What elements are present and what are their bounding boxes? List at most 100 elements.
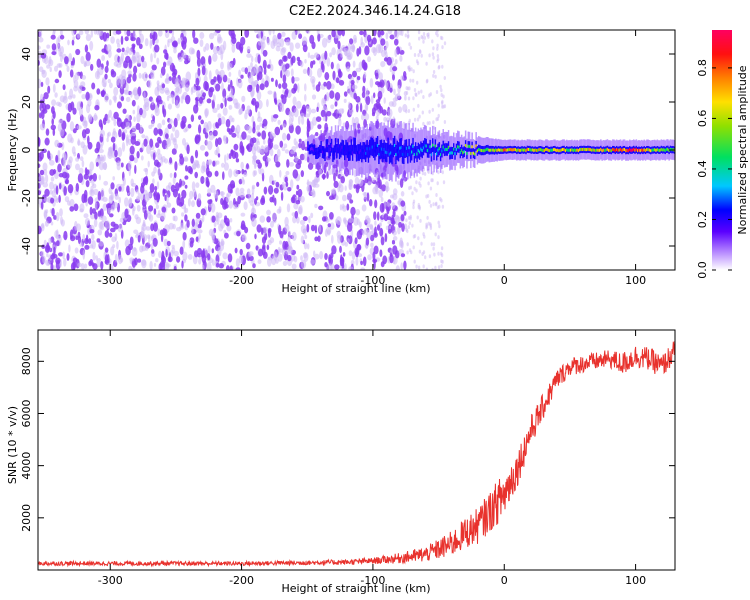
noise-speckle <box>66 65 70 72</box>
noise-speckle <box>415 264 418 269</box>
signal-core <box>606 147 609 151</box>
signal-core <box>548 149 551 153</box>
noise-speckle <box>246 46 251 53</box>
noise-speckle <box>431 39 434 44</box>
noise-speckle <box>383 213 389 222</box>
noise-speckle <box>251 184 256 190</box>
noise-speckle <box>198 258 202 265</box>
noise-speckle <box>227 78 231 84</box>
noise-speckle <box>438 204 441 209</box>
noise-speckle <box>427 221 430 226</box>
signal-core <box>428 149 430 153</box>
noise-speckle <box>284 224 290 233</box>
signal-core <box>466 152 468 155</box>
signal-core <box>307 144 309 148</box>
noise-speckle <box>82 234 86 242</box>
noise-speckle <box>256 181 260 187</box>
y-tick-label: -20 <box>20 189 33 207</box>
noise-speckle <box>344 242 348 247</box>
noise-speckle <box>83 213 89 219</box>
noise-speckle <box>287 230 291 236</box>
noise-speckle <box>38 55 41 60</box>
noise-speckle <box>144 175 149 186</box>
noise-speckle <box>90 30 94 38</box>
noise-speckle <box>432 242 436 247</box>
noise-speckle <box>246 144 250 151</box>
x-tick-label: 0 <box>501 274 508 287</box>
noise-speckle <box>306 243 310 250</box>
noise-speckle <box>124 89 130 96</box>
noise-speckle <box>72 36 75 41</box>
noise-speckle <box>266 99 269 108</box>
noise-speckle <box>377 90 383 100</box>
noise-speckle <box>79 208 84 213</box>
signal-core <box>542 149 544 152</box>
noise-speckle <box>249 200 254 206</box>
noise-speckle <box>365 103 368 112</box>
noise-speckle <box>212 130 218 137</box>
noise-speckle <box>397 226 401 235</box>
chart-title: C2E2.2024.346.14.24.G18 <box>289 4 461 19</box>
noise-speckle <box>290 68 294 77</box>
noise-speckle <box>167 56 173 66</box>
noise-speckle <box>281 248 286 256</box>
noise-speckle <box>222 171 225 181</box>
signal-core <box>669 147 672 151</box>
noise-speckle <box>292 96 297 106</box>
noise-speckle <box>241 235 247 242</box>
noise-speckle <box>143 91 146 102</box>
signal-core <box>380 147 383 151</box>
noise-speckle <box>380 236 385 246</box>
noise-speckle <box>207 140 213 151</box>
noise-speckle <box>437 220 440 225</box>
noise-speckle <box>316 30 320 35</box>
noise-speckle <box>431 52 435 57</box>
signal-core <box>605 148 607 152</box>
noise-speckle <box>104 73 108 80</box>
noise-speckle <box>144 193 150 203</box>
signal-core <box>353 144 355 148</box>
noise-speckle <box>379 227 384 237</box>
noise-speckle <box>64 154 67 163</box>
noise-speckle <box>347 192 352 201</box>
noise-speckle <box>437 170 440 175</box>
noise-speckle <box>174 129 180 139</box>
noise-speckle <box>97 191 102 201</box>
noise-speckle <box>377 30 382 38</box>
signal-core <box>501 148 504 152</box>
noise-speckle <box>266 209 271 216</box>
noise-speckle <box>437 103 440 108</box>
noise-speckle <box>182 36 187 45</box>
signal-core <box>330 144 333 148</box>
signal-core <box>366 147 368 151</box>
signal-core <box>567 148 569 152</box>
signal-core <box>517 148 519 152</box>
noise-speckle <box>196 49 201 60</box>
noise-speckle <box>400 200 406 207</box>
noise-speckle <box>131 43 136 48</box>
signal-core <box>559 149 561 153</box>
noise-speckle <box>66 112 71 123</box>
noise-speckle <box>42 255 46 264</box>
noise-speckle <box>54 92 58 98</box>
noise-speckle <box>285 63 290 69</box>
noise-speckle <box>153 262 157 267</box>
noise-speckle <box>185 165 188 172</box>
noise-speckle <box>246 53 252 58</box>
signal-core <box>657 148 660 152</box>
noise-speckle <box>71 30 75 36</box>
noise-speckle <box>40 250 45 258</box>
noise-speckle <box>53 169 56 175</box>
noise-speckle <box>45 128 50 136</box>
noise-speckle <box>208 132 214 141</box>
noise-speckle <box>322 116 326 122</box>
noise-speckle <box>84 44 89 53</box>
signal-core <box>610 149 613 153</box>
noise-speckle <box>212 94 216 102</box>
noise-speckle <box>441 259 444 264</box>
noise-speckle <box>432 120 435 125</box>
noise-speckle <box>391 202 396 210</box>
noise-speckle <box>363 192 367 200</box>
noise-speckle <box>235 158 240 163</box>
noise-speckle <box>176 113 180 121</box>
